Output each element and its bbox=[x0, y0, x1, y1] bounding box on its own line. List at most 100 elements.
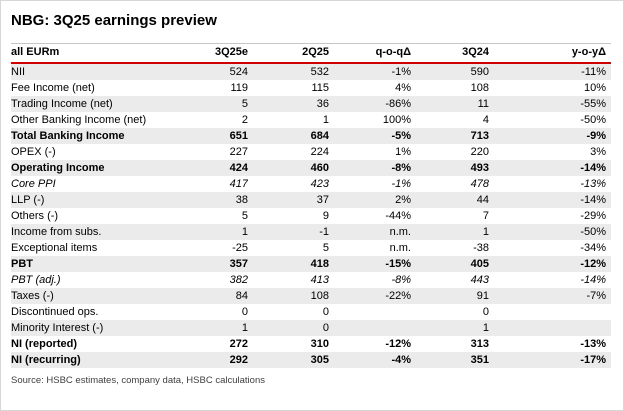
cell-value: 37 bbox=[248, 192, 329, 208]
cell-value: -50% bbox=[580, 114, 606, 126]
cell-value: 1 bbox=[175, 320, 248, 336]
cell-value: -1% bbox=[391, 178, 411, 190]
cell-value: 0 bbox=[482, 306, 489, 318]
table-row: LLP (-) 38 37 2% 44 -14% bbox=[11, 192, 611, 208]
table-row: PBT (adj.) 382 413 -8% 443 -14% bbox=[11, 272, 611, 288]
table-row: Others (-) 5 9 -44% 7 -29% bbox=[11, 208, 611, 224]
cell-value: 1 bbox=[322, 114, 329, 126]
cell-value: 417 bbox=[229, 178, 248, 190]
cell-value: 44 bbox=[411, 192, 489, 208]
cell-value: 460 bbox=[248, 160, 329, 176]
cell-value: 119 bbox=[230, 82, 248, 94]
cell-value: 1 bbox=[411, 224, 489, 240]
table-row: Taxes (-) 84 108 -22% 91 -7% bbox=[11, 288, 611, 304]
cell-value: -44% bbox=[385, 210, 411, 222]
cell-value: -12% bbox=[489, 256, 611, 272]
cell-value: -1 bbox=[248, 224, 329, 240]
table-row: Other Banking Income (net) 2 1 100% 4 -50% bbox=[11, 112, 611, 128]
cell-value: 351 bbox=[411, 352, 489, 368]
table-header-row: all EURm 3Q25e 2Q25 q-o-qΔ 3Q24 y-o-yΔ bbox=[11, 43, 611, 64]
cell-value: 382 bbox=[229, 274, 248, 286]
row-label: Fee Income (net) bbox=[11, 82, 95, 94]
cell-value: 443 bbox=[470, 274, 489, 286]
cell-value: 4% bbox=[395, 82, 411, 94]
table-row: Exceptional items -25 5 n.m. -38 -34% bbox=[11, 240, 611, 256]
cell-value: -11% bbox=[489, 63, 611, 80]
earnings-table: all EURm 3Q25e 2Q25 q-o-qΔ 3Q24 y-o-yΔ NII 524… bbox=[11, 43, 611, 368]
cell-value: 2 bbox=[241, 114, 248, 126]
cell-value: 413 bbox=[310, 274, 329, 286]
row-label: LLP (-) bbox=[11, 192, 175, 208]
cell-value: 10% bbox=[583, 82, 606, 94]
cell-value: n.m. bbox=[389, 242, 411, 254]
cell-value: 423 bbox=[310, 178, 329, 190]
table-row: Operating Income 424 460 -8% 493 -14% bbox=[11, 160, 611, 176]
cell-value: 0 bbox=[241, 306, 248, 318]
column-header: 3Q25e bbox=[175, 43, 248, 64]
cell-value: 1 bbox=[411, 320, 489, 336]
cell-value: 84 bbox=[175, 288, 248, 304]
table-row: Core PPI 417 423 -1% 478 -13% bbox=[11, 176, 611, 192]
cell-value: 478 bbox=[470, 178, 489, 190]
cell-value: 3% bbox=[590, 146, 606, 158]
table-row: NI (reported) 272 310 -12% 313 -13% bbox=[11, 336, 611, 352]
cell-value: 713 bbox=[411, 128, 489, 144]
table-row: NI (recurring) 292 305 -4% 351 -17% bbox=[11, 352, 611, 368]
cell-value: 292 bbox=[175, 352, 248, 368]
row-label: Taxes (-) bbox=[11, 288, 175, 304]
table-row: OPEX (-) 227 224 1% 220 3% bbox=[11, 144, 611, 160]
column-header-units: all EURm bbox=[11, 43, 175, 64]
row-label: Trading Income (net) bbox=[11, 96, 175, 112]
cell-value: 5 bbox=[241, 210, 248, 222]
column-header: q-o-qΔ bbox=[329, 43, 411, 64]
row-label: NII bbox=[11, 63, 175, 80]
cell-value: -14% bbox=[489, 160, 611, 176]
row-label: NI (recurring) bbox=[11, 352, 175, 368]
cell-value: 227 bbox=[229, 146, 248, 158]
cell-value: -4% bbox=[329, 352, 411, 368]
row-label: OPEX (-) bbox=[11, 146, 56, 158]
cell-value: 272 bbox=[229, 338, 248, 350]
cell-value bbox=[329, 304, 411, 320]
column-header: 3Q24 bbox=[411, 43, 489, 64]
table-row: Minority Interest (-) 1 0 1 bbox=[11, 320, 611, 336]
cell-value: -17% bbox=[489, 352, 611, 368]
table-row: Discontinued ops. 0 0 0 bbox=[11, 304, 611, 320]
cell-value: 220 bbox=[470, 146, 489, 158]
row-label: Discontinued ops. bbox=[11, 306, 99, 318]
row-label: Other Banking Income (net) bbox=[11, 114, 147, 126]
table-row: Fee Income (net) 119 115 4% 108 10% bbox=[11, 80, 611, 96]
cell-value: -14% bbox=[489, 192, 611, 208]
cell-value: -22% bbox=[329, 288, 411, 304]
cell-value: 38 bbox=[175, 192, 248, 208]
cell-value: 524 bbox=[175, 63, 248, 80]
cell-value: -7% bbox=[489, 288, 611, 304]
table-row: NII 524 532 -1% 590 -11% bbox=[11, 63, 611, 80]
cell-value: 11 bbox=[411, 96, 489, 112]
cell-value: 1% bbox=[395, 146, 411, 158]
cell-value: -5% bbox=[329, 128, 411, 144]
cell-value: n.m. bbox=[329, 224, 411, 240]
cell-value: -13% bbox=[580, 338, 606, 350]
row-label: PBT bbox=[11, 256, 175, 272]
cell-value bbox=[489, 320, 611, 336]
cell-value: 590 bbox=[411, 63, 489, 80]
cell-value: -9% bbox=[489, 128, 611, 144]
cell-value: 4 bbox=[482, 114, 489, 126]
column-header: y-o-yΔ bbox=[489, 43, 611, 64]
cell-value: -29% bbox=[580, 210, 606, 222]
cell-value: 224 bbox=[310, 146, 329, 158]
cell-value: 36 bbox=[248, 96, 329, 112]
cell-value: 418 bbox=[248, 256, 329, 272]
table-row: PBT 357 418 -15% 405 -12% bbox=[11, 256, 611, 272]
cell-value: 424 bbox=[175, 160, 248, 176]
cell-value: -34% bbox=[580, 242, 606, 254]
row-label: Core PPI bbox=[11, 178, 56, 190]
row-label: Minority Interest (-) bbox=[11, 320, 175, 336]
cell-value: -14% bbox=[580, 274, 606, 286]
cell-value: 357 bbox=[175, 256, 248, 272]
cell-value: 5 bbox=[175, 96, 248, 112]
cell-value: -15% bbox=[329, 256, 411, 272]
column-header: 2Q25 bbox=[248, 43, 329, 64]
